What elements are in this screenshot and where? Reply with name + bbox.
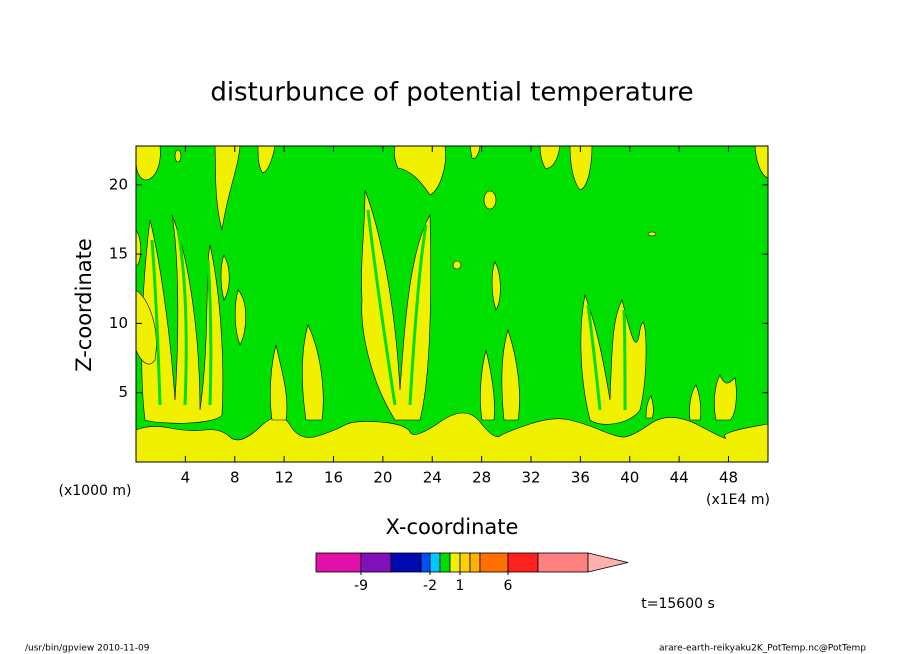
- x-tick-label: 48: [719, 469, 738, 487]
- colorbar-tick-label: 1: [456, 578, 465, 594]
- plot-frame: [135, 145, 769, 463]
- colorbar-cell: [429, 552, 441, 573]
- contour-field: [135, 145, 769, 463]
- y-tick-label: 10: [109, 314, 128, 332]
- colorbar-cell: [420, 552, 431, 573]
- x-tick-label: 44: [670, 469, 689, 487]
- colorbar-cell: [469, 552, 481, 573]
- colorbar-cell: [449, 552, 461, 573]
- x-tick-label: 8: [230, 469, 240, 487]
- colorbar-cell: [537, 552, 589, 573]
- x-tick-label: 28: [472, 469, 491, 487]
- x-tick-label: 12: [275, 469, 294, 487]
- y-tick-label: 20: [109, 175, 128, 193]
- x-tick-label: 16: [324, 469, 343, 487]
- x-tick-label: 4: [181, 469, 191, 487]
- time-label: t=15600 s: [641, 596, 715, 612]
- x-unit: (x1000 m): [59, 483, 132, 499]
- colorbar-cell: [390, 552, 422, 573]
- y-axis-title: Z-coordinate: [72, 238, 96, 372]
- x-tick-label: 24: [423, 469, 442, 487]
- x-scale-note: (x1E4 m): [706, 492, 770, 508]
- x-axis-title: X-coordinate: [386, 515, 519, 539]
- chart-title: disturbunce of potential temperature: [210, 78, 693, 108]
- x-tick-label: 36: [571, 469, 590, 487]
- x-tick-label: 40: [620, 469, 639, 487]
- footer-left: /usr/bin/gpview 2010-11-09: [25, 644, 150, 654]
- y-tick-label: 5: [118, 383, 128, 401]
- colorbar-cell: [439, 552, 451, 573]
- colorbar-tick-label: 6: [504, 578, 513, 594]
- footer-right: arare-earth-reikyaku2K_PotTemp.nc@PotTem…: [659, 644, 866, 654]
- colorbar-extension: [587, 552, 629, 573]
- colorbar-tick-label: -9: [354, 578, 368, 594]
- colorbar-cell: [315, 552, 362, 573]
- colorbar-cell: [479, 552, 509, 573]
- inner-contour: [150, 209, 627, 411]
- background-level: [136, 146, 768, 462]
- y-tick-label: 15: [109, 245, 128, 263]
- x-tick-label: 32: [521, 469, 540, 487]
- colorbar-cell: [507, 552, 539, 573]
- colorbar-tick-label: -2: [423, 578, 437, 594]
- x-tick-label: 20: [373, 469, 392, 487]
- colorbar-cell: [360, 552, 392, 573]
- colorbar-cell: [459, 552, 471, 573]
